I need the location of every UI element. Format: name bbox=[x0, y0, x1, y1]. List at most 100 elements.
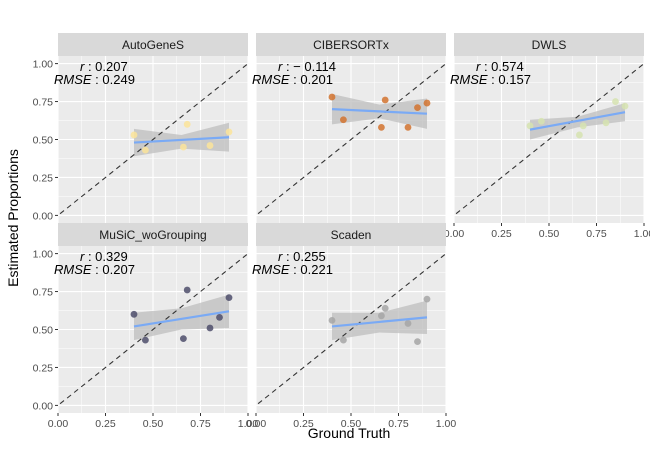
data-point bbox=[576, 131, 583, 139]
r-annotation: r : 0.329 bbox=[80, 249, 128, 264]
rmse-symbol: RMSE bbox=[54, 262, 92, 277]
data-point bbox=[381, 96, 389, 104]
rmse-value: : 0.221 bbox=[290, 262, 333, 277]
r-annotation: r : 0.255 bbox=[278, 249, 326, 264]
facet-strip bbox=[58, 223, 248, 246]
regression-line bbox=[133, 310, 230, 328]
x-tick-label: 0.25 bbox=[95, 418, 116, 430]
regression-line bbox=[331, 316, 428, 328]
facet-strip bbox=[256, 223, 446, 246]
rmse-symbol: RMSE bbox=[252, 262, 290, 277]
r-symbol: r bbox=[476, 59, 481, 74]
rmse-annotation: RMSE : 0.201 bbox=[252, 72, 333, 87]
r-annotation: r : − 0.114 bbox=[278, 59, 336, 74]
y-tick-label: 0.00 bbox=[33, 210, 54, 222]
data-point bbox=[328, 316, 336, 324]
r-annotation: r : 0.574 bbox=[476, 59, 524, 74]
data-point bbox=[414, 104, 421, 112]
r-symbol: r bbox=[80, 249, 85, 264]
regression-line bbox=[529, 111, 626, 131]
data-point bbox=[216, 313, 223, 321]
identity-line-group bbox=[256, 252, 446, 407]
data-point bbox=[579, 122, 587, 130]
r-value: : − 0.114 bbox=[282, 59, 336, 74]
data-point bbox=[404, 123, 412, 131]
data-point bbox=[340, 116, 347, 124]
data-point bbox=[142, 336, 149, 344]
facet-strip bbox=[256, 33, 446, 56]
x-tick-label: 0.00 bbox=[48, 418, 69, 430]
x-tick-label: 0.50 bbox=[539, 228, 560, 240]
y-axis-title: Estimated Proportions bbox=[5, 149, 21, 287]
y-tick-label: 0.50 bbox=[33, 135, 54, 147]
data-point bbox=[130, 310, 138, 318]
r-annotation: r : 0.207 bbox=[80, 59, 128, 74]
regression-line bbox=[133, 136, 230, 144]
x-tick-label: 0.25 bbox=[293, 418, 314, 430]
identity-line-group bbox=[58, 252, 248, 407]
y-tick-label: 0.25 bbox=[33, 362, 54, 374]
data-point bbox=[328, 93, 336, 101]
r-value: : 0.574 bbox=[480, 59, 523, 74]
data-point bbox=[206, 324, 214, 332]
data-point bbox=[340, 336, 347, 344]
r-value: : 0.255 bbox=[282, 249, 325, 264]
x-tick-label: 1.00 bbox=[238, 418, 259, 430]
r-value: : 0.329 bbox=[84, 249, 127, 264]
identity-line-group bbox=[454, 62, 644, 217]
y-tick-label: 1.00 bbox=[33, 59, 54, 71]
data-point bbox=[602, 119, 610, 127]
data-point bbox=[404, 320, 412, 327]
data-point bbox=[612, 98, 619, 105]
confidence-ribbon bbox=[332, 300, 427, 341]
identity-line bbox=[58, 62, 248, 217]
x-axis-title: Ground Truth bbox=[308, 425, 391, 441]
rmse-annotation: RMSE : 0.221 bbox=[252, 262, 333, 277]
identity-line bbox=[58, 252, 248, 407]
facet-title: DWLS bbox=[532, 38, 567, 52]
identity-line-group bbox=[58, 62, 248, 217]
x-tick-label: 1.00 bbox=[634, 228, 650, 240]
grid-lines bbox=[58, 246, 248, 413]
rmse-symbol: RMSE bbox=[252, 72, 290, 87]
rmse-value: : 0.207 bbox=[92, 262, 135, 277]
data-point bbox=[183, 120, 191, 128]
x-tick-label: 0.50 bbox=[143, 418, 164, 430]
data-point bbox=[414, 338, 421, 346]
facet-title: CIBERSORTx bbox=[313, 38, 389, 52]
rmse-annotation: RMSE : 0.249 bbox=[54, 72, 135, 87]
rmse-value: : 0.157 bbox=[488, 72, 531, 87]
x-tick-label: 0.00 bbox=[444, 228, 465, 240]
rmse-symbol: RMSE bbox=[450, 72, 488, 87]
rmse-annotation: RMSE : 0.157 bbox=[450, 72, 531, 87]
x-tick-label: 0.75 bbox=[586, 228, 607, 240]
confidence-ribbon bbox=[134, 294, 229, 341]
data-point bbox=[381, 304, 389, 312]
identity-line bbox=[256, 62, 446, 217]
data-point bbox=[378, 312, 385, 320]
y-tick-label: 1.00 bbox=[33, 249, 54, 261]
r-value: : 0.207 bbox=[84, 59, 127, 74]
regression-line bbox=[331, 108, 428, 115]
x-tick-label: 0.75 bbox=[190, 418, 211, 430]
data-point bbox=[423, 99, 431, 107]
facet-title: MuSiC_woGrouping bbox=[99, 228, 206, 242]
x-tick-label: 0.50 bbox=[341, 418, 362, 430]
y-tick-label: 0.00 bbox=[33, 400, 54, 412]
data-point bbox=[142, 146, 149, 154]
y-tick-label: 0.50 bbox=[33, 325, 54, 337]
facet-strip bbox=[454, 33, 644, 56]
facet-title: Scaden bbox=[331, 228, 372, 242]
identity-line-group bbox=[256, 62, 446, 217]
y-tick-label: 0.75 bbox=[33, 287, 54, 299]
rmse-symbol: RMSE bbox=[54, 72, 92, 87]
data-point bbox=[183, 286, 191, 294]
data-point bbox=[206, 142, 214, 149]
identity-line bbox=[454, 62, 644, 217]
